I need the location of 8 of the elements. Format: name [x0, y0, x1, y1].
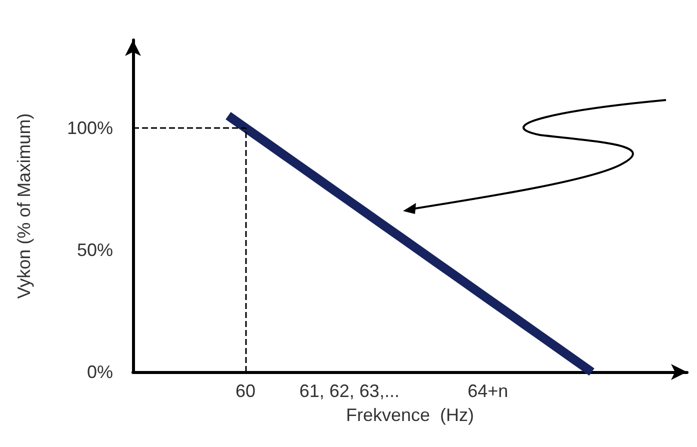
x-axis-title: Frekvence (Hz): [346, 405, 474, 425]
y-tick-label: 50%: [76, 240, 113, 260]
y-tick-label: 0%: [86, 362, 113, 382]
x-tick-label: 60: [236, 381, 256, 401]
y-axis-title: Vykon (% of Maximum): [14, 113, 34, 299]
x-tick-label: 64+n: [468, 381, 508, 401]
y-tick-label: 100%: [66, 118, 113, 138]
x-tick-label: 61, 62, 63,...: [299, 381, 400, 401]
